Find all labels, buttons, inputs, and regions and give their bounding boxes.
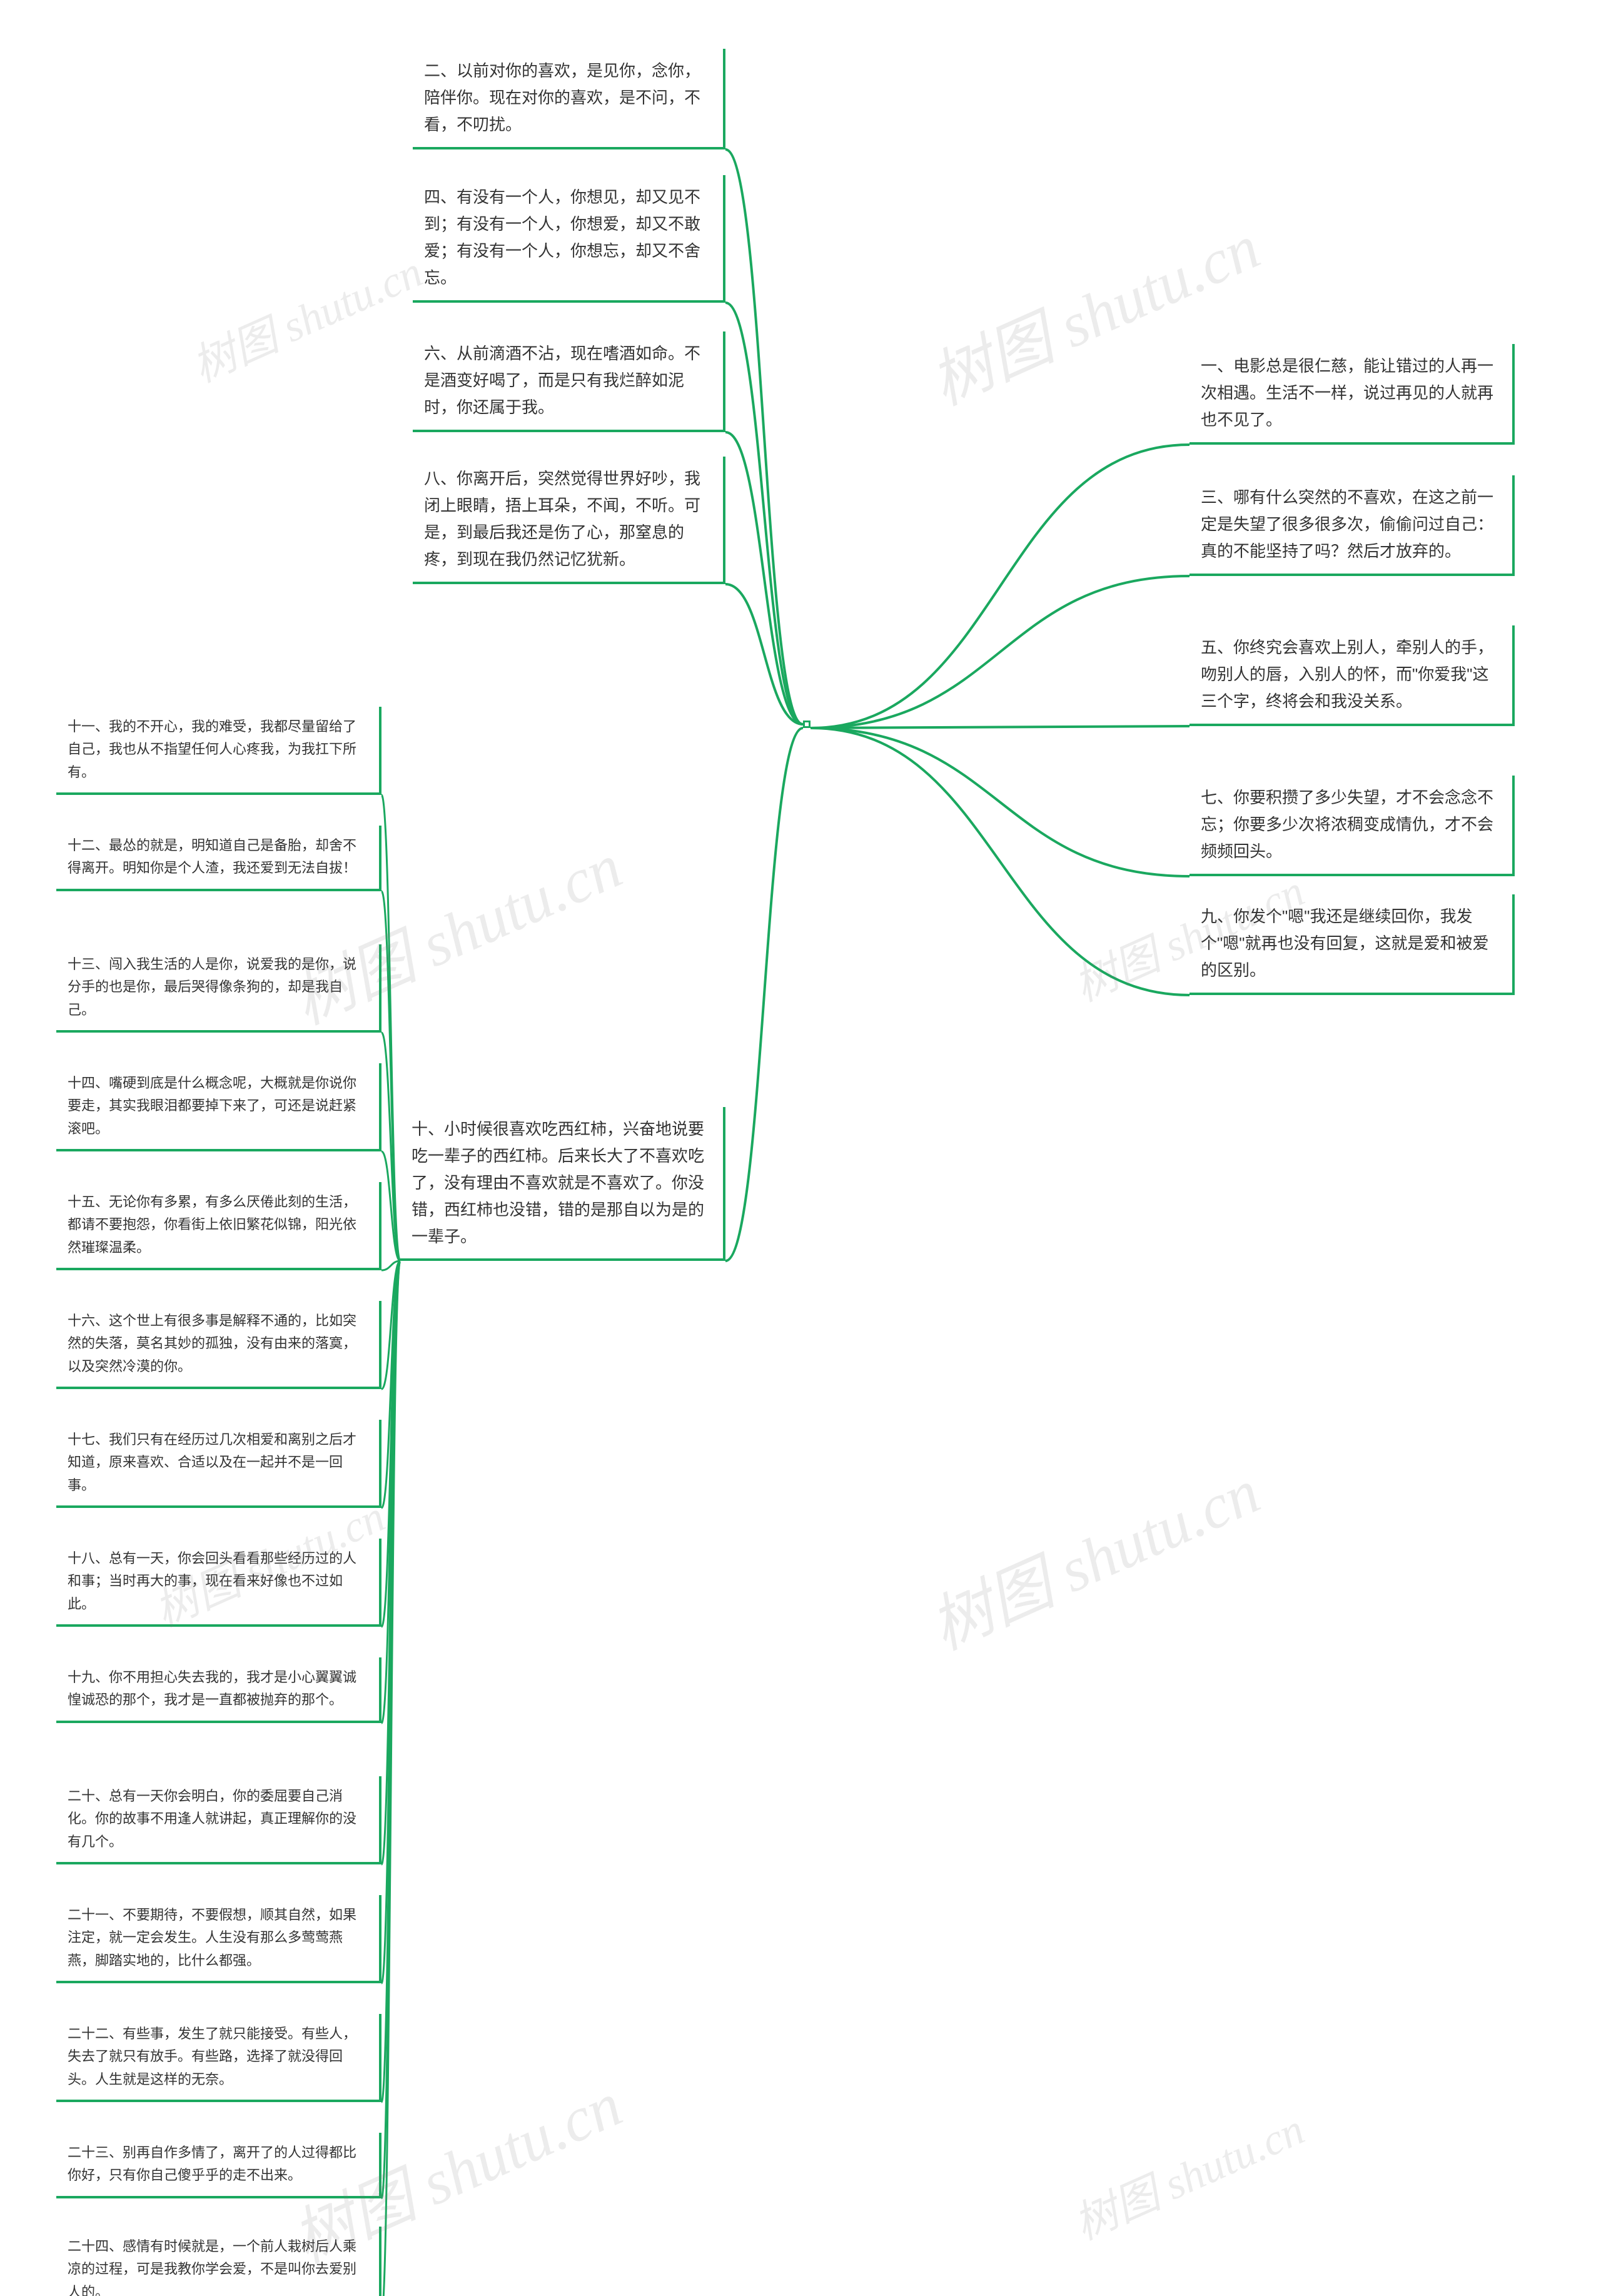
- mind-node-right-2: 五、你终究会喜欢上别人，牵别人的手，吻别人的唇，入别人的怀，而"你爱我"这三个字…: [1189, 625, 1515, 726]
- mind-node-text: 十七、我们只有在经历过几次相爱和离别之后才知道，原来喜欢、合适以及在一起并不是一…: [68, 1432, 356, 1493]
- mind-node-left-12: 二十三、别再自作多情了，离开了的人过得都比你好，只有你自己傻乎乎的走不出来。: [56, 2133, 381, 2198]
- watermark: 树图 shutu.cn: [1063, 2095, 1313, 2252]
- mind-node-left-10: 二十一、不要期待，不要假想，顺其自然，如果注定，就一定会发生。人生没有那么多莺莺…: [56, 1895, 381, 1983]
- mind-node-text: 二、以前对你的喜欢，是见你，念你，陪伴你。现在对你的喜欢，是不问，不看，不叨扰。: [424, 61, 700, 134]
- mind-node-text: 三、哪有什么突然的不喜欢，在这之前一定是失望了很多很多次，偷偷问过自己：真的不能…: [1201, 488, 1493, 560]
- mind-node-left-3: 十四、嘴硬到底是什么概念呢，大概就是你说你要走，其实我眼泪都要掉下来了，可还是说…: [56, 1063, 381, 1151]
- mind-node-text: 十一、我的不开心，我的难受，我都尽量留给了自己，我也从不指望任何人心疼我，为我扛…: [68, 719, 356, 780]
- mind-node-text: 八、你离开后，突然觉得世界好吵，我闭上眼睛，捂上耳朵，不闻，不听。可是，到最后我…: [424, 469, 700, 569]
- mind-node-right-4: 九、你发个"嗯"我还是继续回你，我发个"嗯"就再也没有回复，这就是爱和被爱的区别…: [1189, 894, 1515, 995]
- mind-node-right-3: 七、你要积攒了多少失望，才不会念念不忘；你要多少次将浓稠变成情仇，才不会频频回头…: [1189, 776, 1515, 876]
- mind-node-text: 六、从前滴酒不沾，现在嗜酒如命。不是酒变好喝了，而是只有我烂醉如泥时，你还属于我…: [424, 344, 700, 417]
- mind-node-text: 二十二、有些事，发生了就只能接受。有些人，失去了就只有放手。有些路，选择了就没得…: [68, 2026, 356, 2087]
- mind-node-text: 九、你发个"嗯"我还是继续回你，我发个"嗯"就再也没有回复，这就是爱和被爱的区别…: [1201, 907, 1488, 979]
- mind-node-left-1: 十二、最怂的就是，明知道自己是备胎，却舍不得离开。明知你是个人渣，我还爱到无法自…: [56, 826, 381, 891]
- mind-node-text: 十三、闯入我生活的人是你，说爱我的是你，说分手的也是你，最后哭得像条狗的，却是我…: [68, 956, 356, 1018]
- mind-node-text: 二十、总有一天你会明白，你的委屈要自己消化。你的故事不用逢人就讲起，真正理解你的…: [68, 1788, 356, 1849]
- mind-node-text: 十六、这个世上有很多事是解释不通的，比如突然的失落，莫名其妙的孤独，没有由来的落…: [68, 1313, 356, 1374]
- mind-node-left-2: 十三、闯入我生活的人是你，说爱我的是你，说分手的也是你，最后哭得像条狗的，却是我…: [56, 944, 381, 1033]
- mind-node-text: 十八、总有一天，你会回头看看那些经历过的人和事；当时再大的事，现在看来好像也不过…: [68, 1550, 356, 1612]
- root-node: [803, 721, 811, 728]
- mind-node-text: 二十三、别再自作多情了，离开了的人过得都比你好，只有你自己傻乎乎的走不出来。: [68, 2145, 356, 2183]
- mind-node-text: 五、你终究会喜欢上别人，牵别人的手，吻别人的唇，入别人的怀，而"你爱我"这三个字…: [1201, 638, 1493, 711]
- mind-node-text: 二十一、不要期待，不要假想，顺其自然，如果注定，就一定会发生。人生没有那么多莺莺…: [68, 1907, 356, 1968]
- mind-node-text: 二十四、感情有时候就是，一个前人栽树后人乘凉的过程，可是我教你学会爱，不是叫你去…: [68, 2238, 356, 2296]
- mind-node-left-0: 十一、我的不开心，我的难受，我都尽量留给了自己，我也从不指望任何人心疼我，为我扛…: [56, 707, 381, 795]
- mind-node-text: 十二、最怂的就是，明知道自己是备胎，却舍不得离开。明知你是个人渣，我还爱到无法自…: [68, 837, 356, 876]
- mind-node-text: 十四、嘴硬到底是什么概念呢，大概就是你说你要走，其实我眼泪都要掉下来了，可还是说…: [68, 1075, 356, 1136]
- mind-node-left-5: 十六、这个世上有很多事是解释不通的，比如突然的失落，莫名其妙的孤独，没有由来的落…: [56, 1301, 381, 1389]
- mind-node-text: 十九、你不用担心失去我的，我才是小心翼翼诚惶诚恐的那个，我才是一直都被抛弃的那个…: [68, 1669, 356, 1707]
- mind-node-text: 七、你要积攒了多少失望，才不会念念不忘；你要多少次将浓稠变成情仇，才不会频频回头…: [1201, 788, 1493, 861]
- mind-node-left-6: 十七、我们只有在经历过几次相爱和离别之后才知道，原来喜欢、合适以及在一起并不是一…: [56, 1420, 381, 1508]
- watermark: 树图 shutu.cn: [181, 237, 431, 395]
- mind-node-left-4: 十五、无论你有多累，有多么厌倦此刻的生活，都请不要抱怨，你看街上依旧繁花似锦，阳…: [56, 1182, 381, 1270]
- watermark: 树图 shutu.cn: [914, 1441, 1271, 1667]
- mind-node-right-0: 一、电影总是很仁慈，能让错过的人再一次相遇。生活不一样，说过再见的人就再也不见了…: [1189, 344, 1515, 445]
- mind-node-left-11: 二十二、有些事，发生了就只能接受。有些人，失去了就只有放手。有些路，选择了就没得…: [56, 2014, 381, 2102]
- mind-node-text: 十、小时候很喜欢吃西红柿，兴奋地说要吃一辈子的西红柿。后来长大了不喜欢吃了，没有…: [412, 1120, 704, 1246]
- mind-node-text: 四、有没有一个人，你想见，却又见不到；有没有一个人，你想爱，却又不敢爱；有没有一…: [424, 188, 700, 287]
- mind-node-top-2: 六、从前滴酒不沾，现在嗜酒如命。不是酒变好喝了，而是只有我烂醉如泥时，你还属于我…: [413, 331, 725, 432]
- mind-node-text: 一、电影总是很仁慈，能让错过的人再一次相遇。生活不一样，说过再见的人就再也不见了…: [1201, 357, 1493, 429]
- mind-node-top-3: 八、你离开后，突然觉得世界好吵，我闭上眼睛，捂上耳朵，不闻，不听。可是，到最后我…: [413, 457, 725, 584]
- mind-node-left-8: 十九、你不用担心失去我的，我才是小心翼翼诚惶诚恐的那个，我才是一直都被抛弃的那个…: [56, 1657, 381, 1723]
- mind-node-right-1: 三、哪有什么突然的不喜欢，在这之前一定是失望了很多很多次，偷偷问过自己：真的不能…: [1189, 475, 1515, 576]
- mind-node-top-0: 二、以前对你的喜欢，是见你，念你，陪伴你。现在对你的喜欢，是不问，不看，不叨扰。: [413, 49, 725, 149]
- mind-node-left-9: 二十、总有一天你会明白，你的委屈要自己消化。你的故事不用逢人就讲起，真正理解你的…: [56, 1776, 381, 1864]
- mind-node-text: 十五、无论你有多累，有多么厌倦此刻的生活，都请不要抱怨，你看街上依旧繁花似锦，阳…: [68, 1194, 356, 1255]
- mind-node-left-7: 十八、总有一天，你会回头看看那些经历过的人和事；当时再大的事，现在看来好像也不过…: [56, 1539, 381, 1627]
- mind-node-mid-10: 十、小时候很喜欢吃西红柿，兴奋地说要吃一辈子的西红柿。后来长大了不喜欢吃了，没有…: [400, 1107, 725, 1261]
- mind-node-top-1: 四、有没有一个人，你想见，却又见不到；有没有一个人，你想爱，却又不敢爱；有没有一…: [413, 175, 725, 303]
- mind-node-left-13: 二十四、感情有时候就是，一个前人栽树后人乘凉的过程，可是我教你学会爱，不是叫你去…: [56, 2227, 381, 2296]
